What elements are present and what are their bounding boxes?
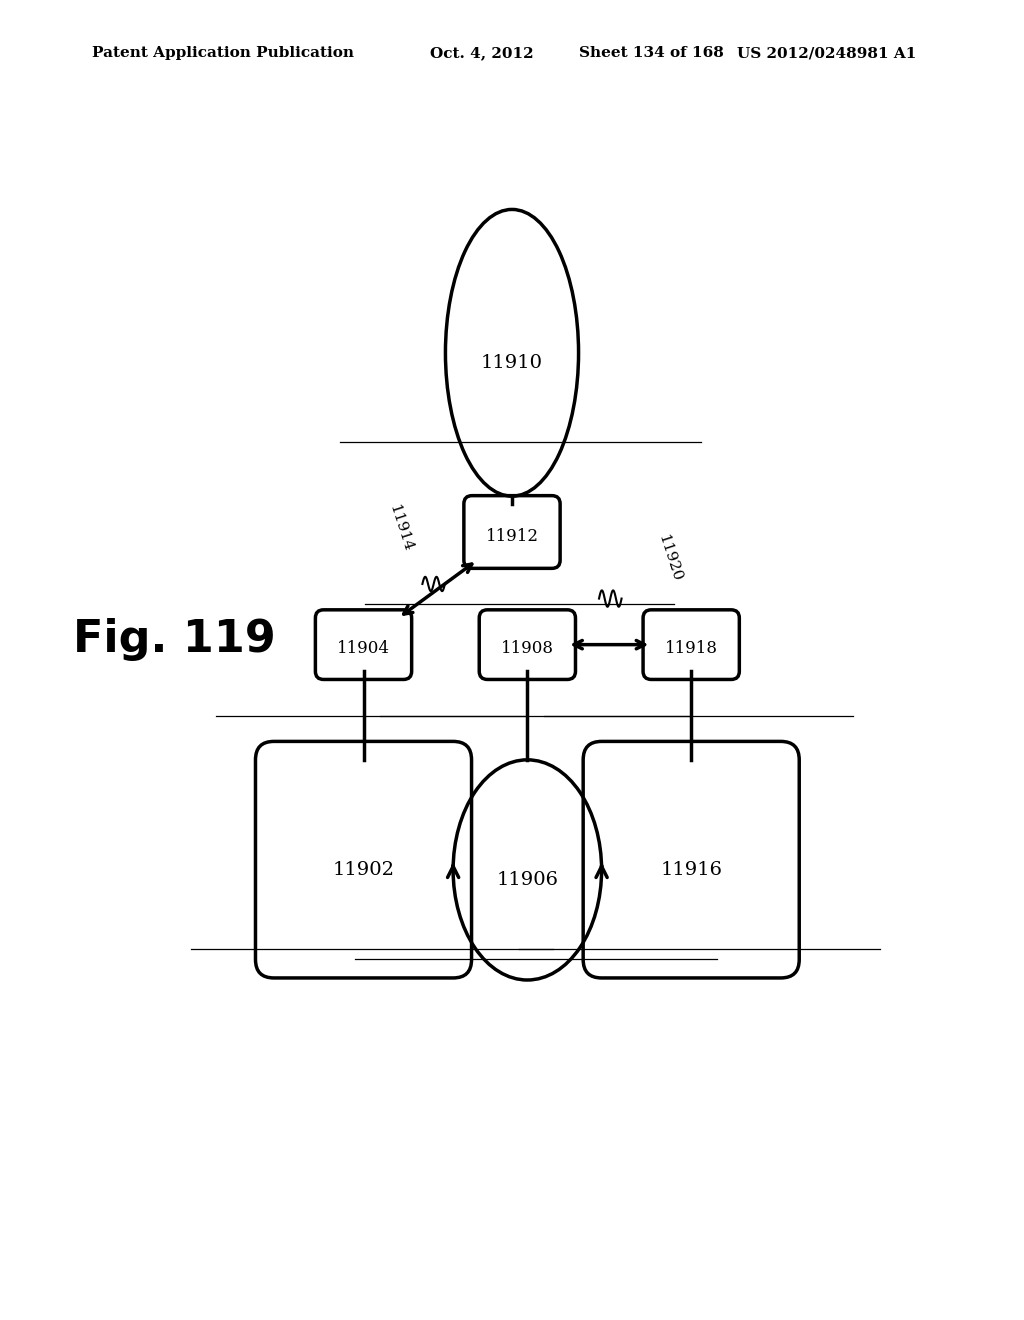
Text: 11920: 11920 <box>655 532 684 583</box>
Text: 11910: 11910 <box>481 354 543 372</box>
Text: Patent Application Publication: Patent Application Publication <box>92 46 354 61</box>
Text: Oct. 4, 2012: Oct. 4, 2012 <box>430 46 534 61</box>
Text: Fig. 119: Fig. 119 <box>73 618 275 661</box>
Text: 11902: 11902 <box>333 861 394 879</box>
Text: 11908: 11908 <box>501 640 554 657</box>
Text: 11904: 11904 <box>337 640 390 657</box>
Text: 11918: 11918 <box>665 640 718 657</box>
Text: 11906: 11906 <box>497 871 558 890</box>
Text: 11916: 11916 <box>660 861 722 879</box>
Text: US 2012/0248981 A1: US 2012/0248981 A1 <box>737 46 916 61</box>
Text: 11914: 11914 <box>386 503 415 553</box>
Text: 11912: 11912 <box>485 528 539 545</box>
Text: Sheet 134 of 168: Sheet 134 of 168 <box>579 46 723 61</box>
